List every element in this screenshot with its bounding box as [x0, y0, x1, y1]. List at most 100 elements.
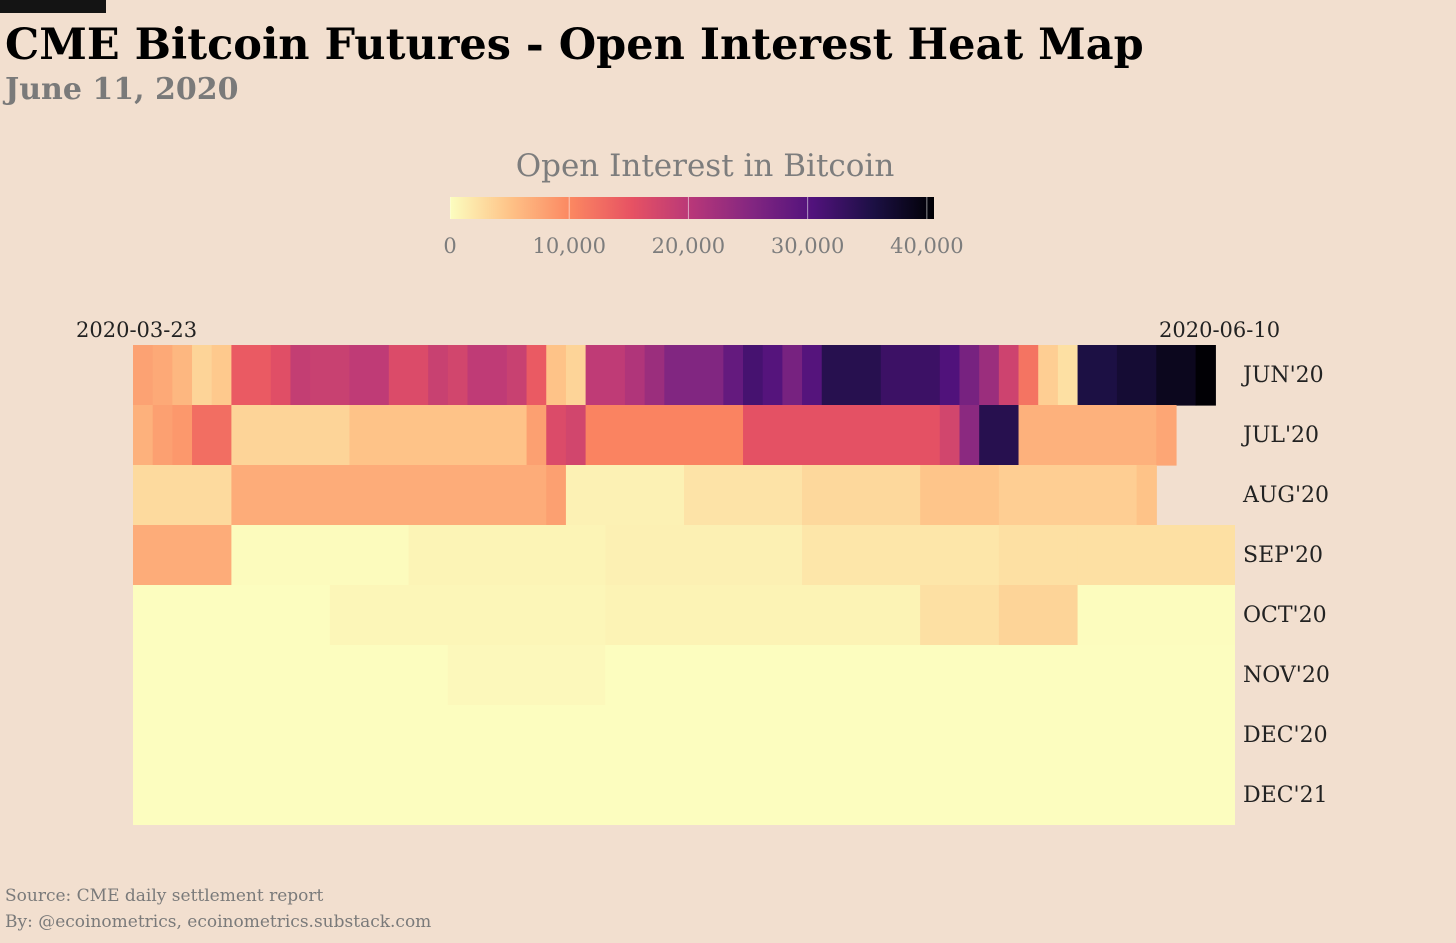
heatmap-cell-0-17 — [565, 345, 587, 406]
heatmap-cell-2-8 — [1136, 465, 1157, 526]
heatmap-cell-3-5 — [998, 525, 1079, 586]
heatmap-cell-0-35 — [1057, 345, 1079, 406]
heatmap-cell-4-3 — [920, 585, 1000, 646]
heatmap-cell-1-0 — [133, 405, 154, 466]
heatmap-cell-0-11 — [428, 345, 449, 406]
heatmap-cell-0-27 — [821, 345, 882, 406]
heatmap-cell-0-38 — [1156, 345, 1197, 406]
heatmap-cell-3-4 — [802, 525, 1000, 586]
heatmap-cell-0-36 — [1077, 345, 1118, 406]
heatmap-cell-4-4 — [998, 585, 1079, 646]
heatmap-cell-0-24 — [762, 345, 783, 406]
heatmap-cell-0-32 — [998, 345, 1020, 406]
heatmap-cell-0-2 — [172, 345, 193, 406]
heatmap-cell-1-15 — [1156, 405, 1177, 466]
row-label: OCT'20 — [1243, 603, 1327, 628]
heatmap-cell-0-25 — [782, 345, 803, 406]
heatmap-cell-0-10 — [388, 345, 429, 406]
heatmap-cell-0-20 — [644, 345, 665, 406]
heatmap-cell-1-2 — [172, 405, 193, 466]
heatmap-cell-3-2 — [408, 525, 606, 586]
heatmap-cell-1-3 — [192, 405, 232, 466]
x-start-label: 2020-03-23 — [76, 318, 198, 342]
heatmap-cell-1-9 — [585, 405, 744, 466]
heatmap-cell-0-26 — [802, 345, 823, 406]
source-note: Source: CME daily settlement report — [5, 886, 324, 906]
heatmap-cell-1-12 — [959, 405, 980, 466]
heatmap-cell-2-1 — [231, 465, 547, 526]
legend-tick-label: 10,000 — [532, 234, 606, 258]
heatmap-cell-5-1 — [447, 645, 606, 706]
heatmap-cell-0-19 — [624, 345, 646, 406]
heatmap-cell-0-13 — [467, 345, 508, 406]
heatmap-cell-0-21 — [664, 345, 724, 406]
color-legend — [450, 197, 934, 219]
heatmap-cell-5-0 — [133, 645, 449, 706]
heatmap-cell-4-1 — [329, 585, 606, 646]
heatmap-cell-4-0 — [133, 585, 331, 646]
heatmap-cell-0-14 — [506, 345, 528, 406]
heatmap-cell-0-23 — [743, 345, 764, 406]
top-accent-bar — [0, 0, 106, 13]
heatmap-cell-0-9 — [349, 345, 390, 406]
legend-title: Open Interest in Bitcoin — [515, 148, 895, 184]
row-label: JUL'20 — [1243, 423, 1320, 448]
row-label: NOV'20 — [1243, 663, 1330, 688]
heatmap-cell-2-3 — [565, 465, 685, 526]
heatmap-cell-1-7 — [546, 405, 567, 466]
heatmap-cell-1-5 — [349, 405, 528, 466]
heatmap-cell-5-2 — [605, 645, 1235, 706]
heatmap-cell-0-1 — [152, 345, 173, 406]
row-label: AUG'20 — [1243, 483, 1330, 508]
heatmap-cell-2-7 — [998, 465, 1138, 526]
heatmap-cell-3-0 — [133, 525, 232, 586]
heatmap-cell-0-15 — [526, 345, 547, 406]
legend-tick-label: 40,000 — [890, 234, 964, 258]
heatmap-cell-6-0 — [133, 705, 1235, 766]
heatmap-cell-0-28 — [880, 345, 941, 406]
heatmap-cell-1-8 — [565, 405, 587, 466]
row-label: DEC'20 — [1243, 723, 1328, 748]
heatmap-cell-1-11 — [939, 405, 961, 466]
row-label: SEP'20 — [1243, 543, 1323, 568]
heatmap-cell-0-39 — [1195, 345, 1216, 406]
heatmap-cell-2-0 — [133, 465, 232, 526]
heatmap-cell-2-6 — [920, 465, 1000, 526]
heatmap-cell-0-22 — [723, 345, 744, 406]
heatmap-cell-0-30 — [959, 345, 980, 406]
byline: By: @ecoinometrics, ecoinometrics.substa… — [5, 912, 432, 932]
heatmap-cell-1-1 — [152, 405, 173, 466]
heatmap-cell-1-10 — [743, 405, 941, 466]
legend-tick-label: 30,000 — [770, 234, 845, 258]
heatmap-cell-0-34 — [1038, 345, 1059, 406]
row-label: DEC'21 — [1243, 783, 1328, 808]
heatmap-cell-1-14 — [1018, 405, 1157, 466]
heatmap-cell-0-7 — [290, 345, 311, 406]
heatmap-cell-0-4 — [211, 345, 232, 406]
heatmap-cell-3-3 — [605, 525, 803, 586]
heatmap-cell-0-33 — [1018, 345, 1039, 406]
heatmap-cell-0-37 — [1116, 345, 1157, 406]
heatmap-cell-1-13 — [979, 405, 1020, 466]
heatmap-cell-0-8 — [310, 345, 351, 406]
heatmap-cell-0-5 — [231, 345, 272, 406]
legend-tick-label: 20,000 — [651, 234, 726, 258]
heatmap-cell-3-6 — [1077, 525, 1235, 586]
heatmap-cell-1-4 — [231, 405, 351, 466]
legend-tick-label: 0 — [443, 234, 457, 258]
heatmap-cell-0-29 — [939, 345, 961, 406]
heatmap-cell-2-4 — [684, 465, 803, 526]
heatmap-cell-0-6 — [270, 345, 292, 406]
heatmap-cell-2-2 — [546, 465, 567, 526]
heatmap-cell-3-1 — [231, 525, 410, 586]
heatmap-cell-1-6 — [526, 405, 547, 466]
heatmap-cell-2-5 — [802, 465, 921, 526]
heatmap-cell-0-31 — [979, 345, 1000, 406]
heatmap-cell-7-0 — [133, 765, 1235, 825]
legend-gradient — [450, 197, 934, 219]
heatmap-cell-0-3 — [192, 345, 213, 406]
heatmap-cell-0-0 — [133, 345, 154, 406]
heatmap-cell-4-5 — [1077, 585, 1235, 646]
heatmap-cell-0-12 — [447, 345, 469, 406]
heatmap-grid — [133, 345, 1235, 825]
